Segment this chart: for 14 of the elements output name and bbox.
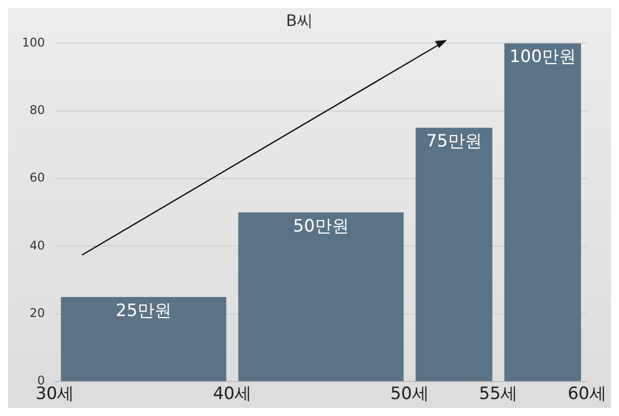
x-tick-label: 60세	[568, 384, 606, 404]
chart-title: B씨	[286, 10, 313, 30]
y-tick-label: 60	[30, 170, 45, 185]
data-label: 100만원	[509, 47, 576, 68]
data-label: 25만원	[116, 300, 172, 321]
y-tick-label: 20	[30, 306, 45, 320]
x-tick-label: 55세	[478, 384, 518, 404]
x-tick-label: 40세	[212, 384, 252, 404]
x-tick-label: 50세	[390, 384, 429, 404]
data-label: 75만원	[426, 132, 482, 152]
y-tick-label: 40	[30, 238, 45, 252]
y-tick-label: 100	[22, 35, 45, 50]
y-tick-label: 80	[30, 103, 45, 118]
data-label: 50만원	[293, 216, 349, 236]
